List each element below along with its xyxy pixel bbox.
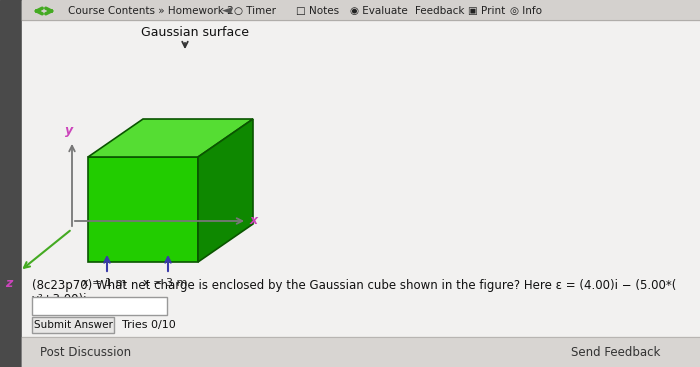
Text: ◎ Info: ◎ Info: [510, 6, 542, 16]
Text: z: z: [5, 277, 12, 290]
Text: Gaussian surface: Gaussian surface: [141, 25, 249, 39]
Bar: [32, 297, 167, 315]
Text: Send Feedback: Send Feedback: [570, 345, 660, 359]
Text: ◉ Evaluate: ◉ Evaluate: [350, 6, 407, 16]
Text: x = 3 m: x = 3 m: [143, 278, 187, 288]
Text: ○ Timer: ○ Timer: [234, 6, 276, 16]
Text: (8c23p70) What net charge is enclosed by the Gaussian cube shown in the figure? : (8c23p70) What net charge is enclosed by…: [32, 279, 676, 292]
Text: Tries 0/10: Tries 0/10: [122, 320, 176, 330]
Text: Course Contents » Homework 2: Course Contents » Homework 2: [68, 6, 234, 16]
Text: Post Discussion: Post Discussion: [40, 345, 131, 359]
Polygon shape: [198, 119, 253, 262]
Text: Feedback: Feedback: [415, 6, 465, 16]
Text: y²+3.00)j: y²+3.00)j: [32, 293, 88, 306]
Bar: [22, 0, 700, 20]
Polygon shape: [88, 119, 253, 157]
Text: y: y: [65, 124, 73, 137]
Text: x: x: [250, 214, 258, 228]
Text: ◄: ◄: [222, 4, 232, 18]
Text: Submit Answer: Submit Answer: [34, 320, 113, 330]
Text: x = 1 m: x = 1 m: [82, 278, 126, 288]
Text: ▣ Print: ▣ Print: [468, 6, 505, 16]
Bar: [0, 0, 22, 367]
Text: □ Notes: □ Notes: [296, 6, 339, 16]
Bar: [22, 337, 700, 367]
Bar: [32, 317, 114, 333]
Polygon shape: [88, 157, 198, 262]
